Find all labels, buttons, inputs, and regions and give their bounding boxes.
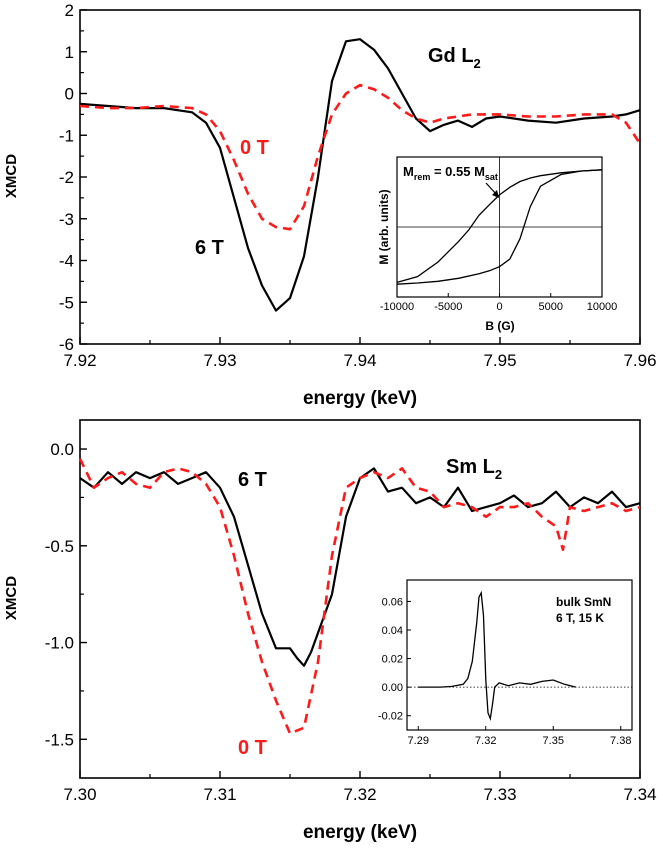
y-tick-label: -1.0 [45,634,74,653]
inset-x-tick-label: 7.35 [543,735,564,747]
x-tick-label: 7.34 [623,785,656,804]
inset-hysteresis-branch [396,169,603,284]
bottom-chart: 7.30 7.31 7.32 7.33 7.34 0.0 -0.5 -1.0 -1.5 ener… [3,419,657,843]
y-tick-label: 0 [65,85,74,104]
bottom-label-0t: 0 T [238,737,267,759]
x-tick-label: 7.96 [623,351,656,370]
inset-hysteresis-branch [396,169,603,285]
inset-y-tick-label: 0.00 [382,682,403,694]
y-tick-label: 2 [65,1,74,20]
x-tick-label: 7.32 [343,785,376,804]
top-y-axis-label: XMCD [3,154,20,198]
inset-y-tick-label: 0.06 [382,596,403,608]
x-tick-label: 7.95 [483,351,516,370]
inset-y-tick-label: -0.02 [378,711,403,723]
bottom-inset-annotation-1: bulk SmN [556,595,611,609]
bottom-y-axis-label: XMCD [3,576,20,620]
bottom-x-axis-label: energy (keV) [303,822,417,843]
inset-x-tick-label: 5000 [539,301,563,313]
inset-y-tick-label: 0.04 [382,625,403,637]
top-label-6t: 6 T [195,237,224,259]
inset-x-tick-label: -5000 [434,301,462,313]
series-0t-line [78,458,641,735]
top-label-0t: 0 T [240,137,269,159]
top-inset-annotation: Mrem = 0.55 Msat [403,164,498,182]
top-edge-label: Gd L2 [428,45,481,71]
bottom-edge-label: Sm L2 [446,456,502,482]
bottom-inset: 7.29 7.32 7.35 7.38 0.06 0.04 0.02 0.00 -0.02 bu… [378,579,633,747]
y-tick-label: -6 [59,335,74,354]
inset-y-tick-label: 0.02 [382,654,403,666]
inset-x-tick-label: 10000 [587,301,618,313]
y-tick-label: 0.0 [50,440,74,459]
inset-x-tick-label: 0 [496,301,502,313]
x-tick-label: 7.33 [483,785,516,804]
x-tick-label: 7.30 [63,785,96,804]
series-6t-line [79,467,641,667]
top-inset: -10000 -5000 0 5000 10000 B (G) M (arb. unit… [377,156,618,333]
y-tick-label: 1 [65,43,74,62]
x-tick-label: 7.94 [343,351,376,370]
bottom-label-6t: 6 T [238,469,267,491]
top-inset-arrow-head [492,190,499,198]
series-6t-line [79,38,641,312]
y-tick-label: -5 [59,293,74,312]
y-tick-label: -1.5 [45,730,74,749]
inset-x-tick-label: -10000 [380,301,414,313]
x-tick-label: 7.31 [203,785,236,804]
inset-smn-spectrum [418,590,576,722]
top-chart: 7.92 7.93 7.94 7.95 7.96 2 1 0 -1 -2 -3 -4 -5 -6 ener… [3,1,657,409]
bottom-inset-annotation-2: 6 T, 15 K [556,611,604,625]
inset-x-tick-label: 7.32 [475,735,496,747]
y-tick-label: -3 [59,210,74,229]
inset-x-tick-label: 7.29 [408,735,429,747]
top-inset-y-label: M (arb. units) [377,189,391,264]
x-tick-label: 7.92 [63,351,96,370]
series-0t-line [79,83,642,231]
bottom-inset-frame [406,579,633,731]
x-tick-label: 7.93 [203,351,236,370]
y-tick-label: -4 [59,252,74,271]
y-tick-label: -0.5 [45,537,74,556]
inset-x-tick-label: 7.38 [610,735,631,747]
y-tick-label: -1 [59,126,74,145]
top-x-axis-label: energy (keV) [303,388,417,409]
y-tick-label: -2 [59,168,74,187]
top-inset-x-label: B (G) [485,319,514,333]
